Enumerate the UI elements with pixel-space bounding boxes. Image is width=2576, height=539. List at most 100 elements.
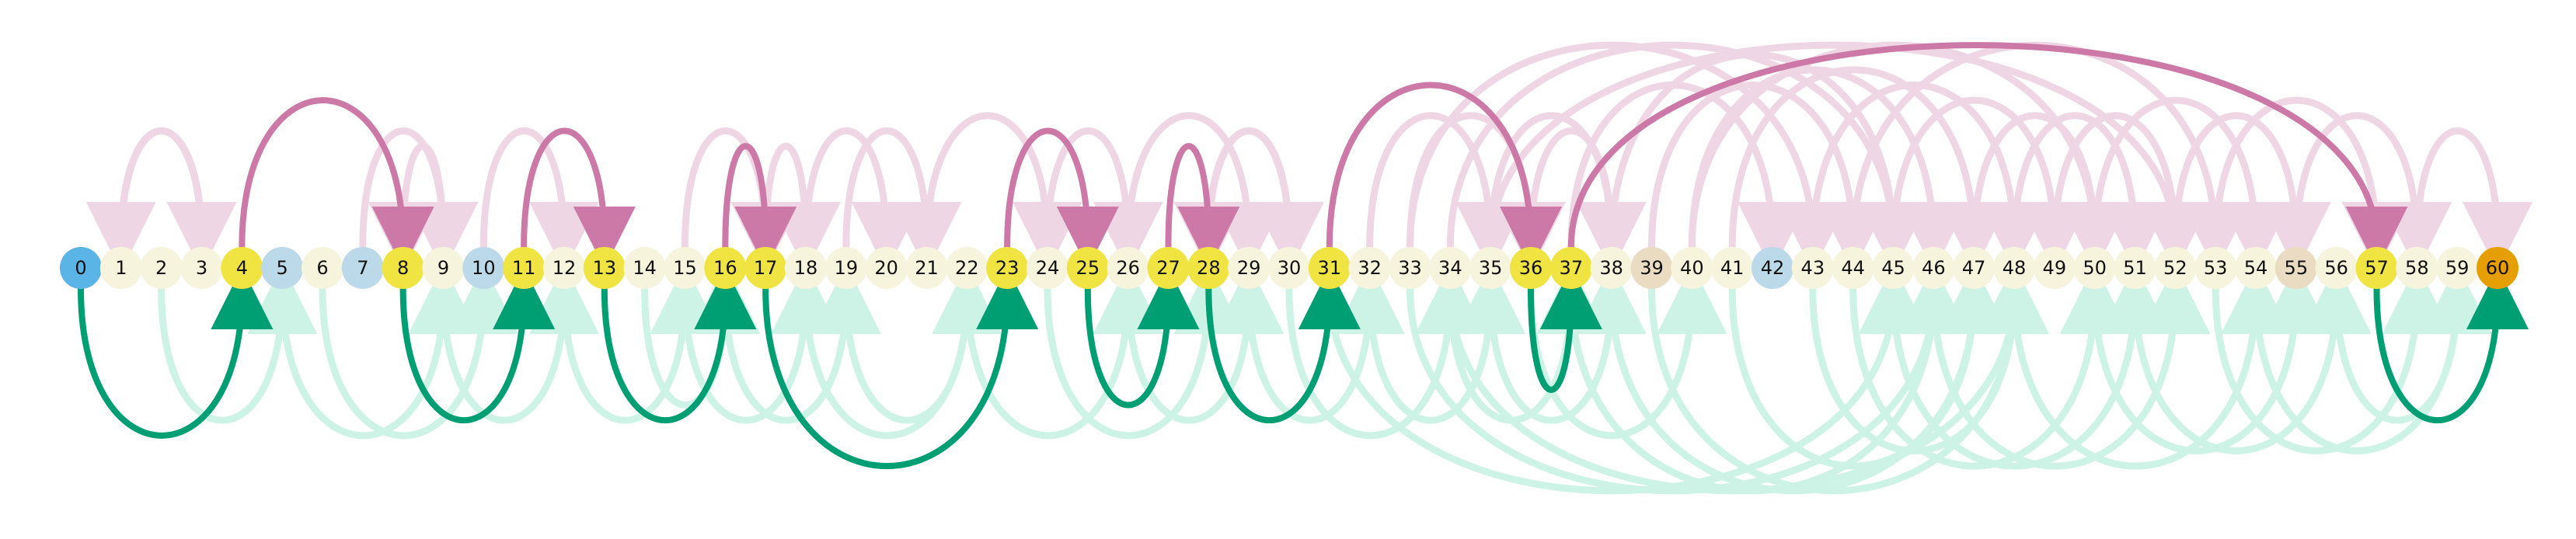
node-4: 4: [221, 247, 263, 289]
faint-edge-above: [1173, 127, 1293, 272]
faint-edge-above: [479, 127, 599, 272]
node-label: 0: [75, 257, 86, 279]
faint-edge-above: [1366, 112, 1526, 272]
faint-edge-above: [2292, 112, 2452, 272]
node-label: 57: [2365, 257, 2389, 279]
nodes-layer: 0 1 2 3 4 5 6 7 8 9 10 11 12 13 14 15 16 17 18 19 20 21 22 23 24…: [60, 247, 2518, 289]
path-edge-below: [399, 267, 556, 423]
node-2: 2: [140, 247, 183, 289]
node-circle: [1993, 247, 2035, 289]
faint-edge-above: [762, 142, 841, 272]
faint-edge-below: [278, 264, 479, 440]
highlighted-edges-layer: [78, 42, 2529, 469]
faint-edge-below: [1929, 264, 2211, 470]
node-41: 41: [1711, 247, 1754, 289]
node-circle: [60, 247, 102, 289]
node-label: 13: [593, 257, 617, 279]
node-circle: [1187, 247, 1230, 289]
faint-edge-below: [842, 264, 1002, 424]
node-circle: [2274, 247, 2317, 289]
node-circle: [382, 247, 424, 289]
node-label: 14: [633, 257, 657, 279]
node-49: 49: [2033, 247, 2076, 289]
node-circle: [1832, 247, 1874, 289]
faint-edge-below: [1446, 264, 1606, 424]
node-circle: [422, 247, 465, 289]
node-8: 8: [382, 247, 424, 289]
node-circle: [583, 247, 626, 289]
node-42: 42: [1752, 247, 1793, 289]
faint-edge-below: [1124, 264, 1285, 424]
node-29: 29: [1228, 247, 1271, 289]
node-label: 53: [2204, 257, 2228, 279]
faint-edge-below: [440, 264, 599, 424]
faint-edge-below: [1407, 264, 1969, 495]
node-46: 46: [1912, 247, 1955, 289]
node-circle: [1389, 247, 1431, 289]
path-edge-above: [1326, 82, 1562, 269]
node-circle: [986, 247, 1029, 289]
node-24: 24: [1027, 247, 1068, 289]
node-circle: [1791, 247, 1834, 289]
node-label: 37: [1560, 257, 1584, 279]
node-17: 17: [744, 247, 787, 289]
node-59: 59: [2436, 247, 2479, 289]
node-label: 49: [2043, 257, 2067, 279]
node-14: 14: [623, 247, 666, 289]
faint-edge-above: [2051, 112, 2211, 272]
node-circle: [824, 247, 867, 289]
node-43: 43: [1791, 247, 1834, 289]
node-label: 46: [1922, 257, 1946, 279]
faint-edge-below: [963, 264, 1163, 440]
node-circle: [1711, 247, 1754, 289]
node-28: 28: [1187, 247, 1230, 289]
node-circle: [1429, 247, 1472, 289]
node-38: 38: [1590, 247, 1633, 289]
node-15: 15: [664, 247, 706, 289]
node-circle: [1469, 247, 1512, 289]
faint-edge-above: [923, 112, 1082, 272]
node-label: 41: [1720, 257, 1745, 279]
faint-edge-below: [1608, 264, 2010, 495]
faint-edge-above: [1487, 41, 2211, 272]
node-21: 21: [905, 247, 948, 289]
node-label: 33: [1398, 257, 1422, 279]
node-label: 22: [955, 257, 979, 279]
path-edge-below: [1084, 267, 1200, 409]
node-36: 36: [1510, 247, 1552, 289]
node-label: 4: [236, 257, 248, 279]
faint-edge-above: [1407, 112, 1566, 272]
node-label: 6: [316, 257, 328, 279]
node-11: 11: [503, 247, 546, 289]
faint-edge-below: [2212, 264, 2452, 454]
node-6: 6: [302, 247, 343, 289]
faint-edge-above: [2413, 127, 2532, 272]
faint-edge-below: [681, 264, 841, 424]
node-circle: [1872, 247, 1915, 289]
node-label: 39: [1640, 257, 1664, 279]
node-circle: [1268, 247, 1310, 289]
faint-edges-layer: [85, 41, 2532, 495]
node-circle: [2436, 247, 2479, 289]
node-label: 18: [794, 257, 818, 279]
node-22: 22: [946, 247, 988, 289]
faint-edge-above: [802, 127, 922, 272]
node-circle: [261, 247, 304, 289]
node-label: 43: [1801, 257, 1825, 279]
faint-edge-below: [1285, 264, 1486, 440]
path-edge-above: [1165, 143, 1240, 269]
node-circle: [180, 247, 223, 289]
node-26: 26: [1107, 247, 1149, 289]
node-label: 3: [196, 257, 207, 279]
node-40: 40: [1671, 247, 1713, 289]
node-label: 1: [115, 257, 127, 279]
node-circle: [704, 247, 747, 289]
node-circle: [302, 247, 343, 289]
faint-edge-below: [2091, 264, 2331, 454]
node-54: 54: [2235, 247, 2277, 289]
faint-edge-below: [1245, 264, 1405, 424]
faint-edge-below: [721, 264, 881, 424]
node-circle: [1630, 247, 1673, 289]
path-edge-below: [2373, 267, 2529, 423]
node-circle: [1348, 247, 1391, 289]
